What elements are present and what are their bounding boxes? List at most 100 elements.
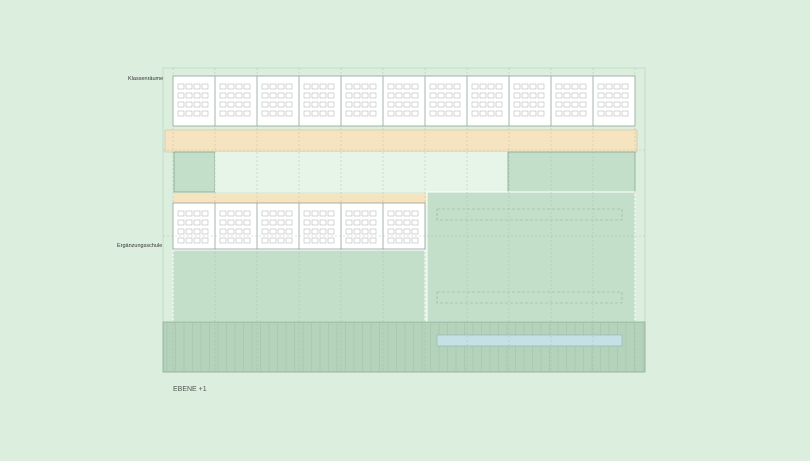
desk [227, 92, 235, 99]
desk [563, 83, 571, 90]
desk [277, 210, 285, 217]
desk [303, 83, 311, 90]
desk [269, 92, 277, 99]
desk [285, 228, 293, 235]
desk [243, 92, 251, 99]
desk [387, 228, 395, 235]
desk [219, 219, 227, 226]
structural-grid [163, 68, 645, 372]
desk [327, 83, 335, 90]
desk [479, 92, 487, 99]
desk [361, 92, 369, 99]
desk [277, 228, 285, 235]
desk [579, 83, 587, 90]
desk [285, 219, 293, 226]
desk [395, 83, 403, 90]
desk [327, 219, 335, 226]
desk [311, 110, 319, 117]
desk [411, 83, 419, 90]
desk [319, 101, 327, 108]
desk [177, 110, 185, 117]
desk [403, 92, 411, 99]
desk [605, 92, 613, 99]
desk [445, 92, 453, 99]
desk [487, 92, 495, 99]
desk [613, 92, 621, 99]
desk [429, 83, 437, 90]
level-label: EBENE +1 [173, 386, 207, 393]
desk [261, 101, 269, 108]
desk [227, 101, 235, 108]
desk [537, 83, 545, 90]
desk [563, 110, 571, 117]
desk [219, 83, 227, 90]
desk [185, 219, 193, 226]
desk [513, 92, 521, 99]
desk [311, 83, 319, 90]
desk [311, 219, 319, 226]
desk [177, 101, 185, 108]
desk [193, 219, 201, 226]
desk [235, 210, 243, 217]
desk [605, 110, 613, 117]
desk [453, 83, 461, 90]
desk [177, 219, 185, 226]
desk [429, 101, 437, 108]
desk [495, 110, 503, 117]
desk [555, 101, 563, 108]
desk [361, 83, 369, 90]
desk [235, 110, 243, 117]
desk [479, 83, 487, 90]
desk [201, 228, 209, 235]
desk [227, 210, 235, 217]
desk [345, 83, 353, 90]
wing-label: Ergänzungsschule [117, 243, 162, 249]
desk [269, 83, 277, 90]
desk [513, 110, 521, 117]
desk [613, 83, 621, 90]
desk [369, 237, 377, 244]
courtyard [215, 152, 508, 192]
desk [319, 110, 327, 117]
desk [521, 110, 529, 117]
desk [227, 83, 235, 90]
courtyard [173, 151, 216, 193]
desk [227, 219, 235, 226]
desk [219, 101, 227, 108]
desk [227, 110, 235, 117]
desk [361, 210, 369, 217]
desk [269, 219, 277, 226]
desk [613, 101, 621, 108]
desk [495, 83, 503, 90]
desk [243, 210, 251, 217]
desk [529, 92, 537, 99]
skylight [436, 208, 623, 221]
desk [193, 210, 201, 217]
desk [303, 219, 311, 226]
desk [185, 83, 193, 90]
desk [345, 101, 353, 108]
desk [327, 210, 335, 217]
corridor [173, 193, 427, 203]
desk [429, 92, 437, 99]
desk [319, 210, 327, 217]
desk [327, 101, 335, 108]
desk [395, 110, 403, 117]
desk [345, 210, 353, 217]
desk [243, 110, 251, 117]
desk [193, 83, 201, 90]
desk [353, 101, 361, 108]
desk [479, 101, 487, 108]
desk [185, 210, 193, 217]
desk [353, 83, 361, 90]
desk [529, 110, 537, 117]
desk [403, 219, 411, 226]
desk [201, 237, 209, 244]
desk [513, 101, 521, 108]
desk [227, 237, 235, 244]
desk [185, 92, 193, 99]
courtyard [507, 151, 636, 193]
desk [311, 210, 319, 217]
desk [311, 228, 319, 235]
skylight [436, 334, 623, 347]
